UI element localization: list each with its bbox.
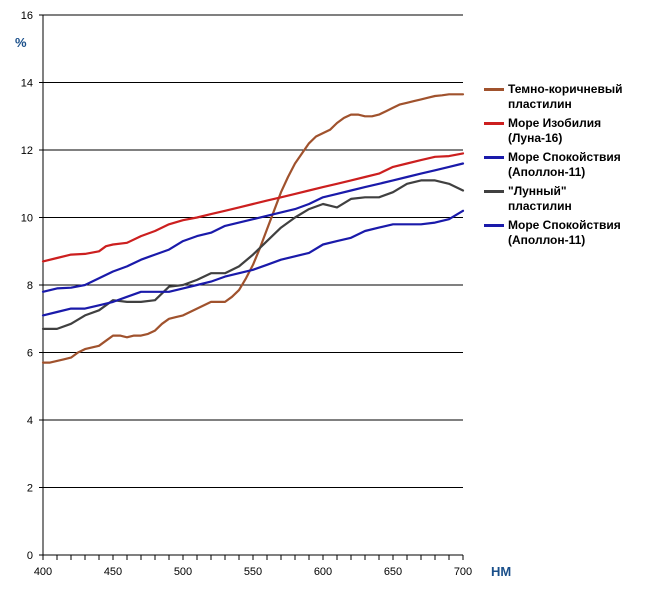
legend-label: Темно-коричневый пластилин bbox=[508, 82, 623, 111]
x-tick-label: 650 bbox=[384, 566, 402, 578]
legend-item: Море Изобилия (Луна-16) bbox=[482, 116, 662, 146]
x-tick-label: 500 bbox=[174, 566, 192, 578]
gridlines bbox=[43, 14, 463, 488]
legend-swatch bbox=[484, 122, 504, 125]
y-tick-label: 2 bbox=[27, 483, 33, 495]
y-axis-label: % bbox=[15, 35, 27, 50]
series-line-3 bbox=[41, 162, 465, 293]
x-axis-label: НМ bbox=[491, 564, 511, 579]
legend-item: "Лунный" пластилин bbox=[482, 184, 662, 214]
legend-item: Море Спокойствия (Аполлон-11) bbox=[482, 150, 662, 180]
legend-label: "Лунный" пластилин bbox=[508, 184, 572, 213]
legend-swatch bbox=[484, 156, 504, 159]
y-tick-label: 10 bbox=[21, 213, 33, 225]
y-tick-label: 8 bbox=[27, 280, 33, 292]
legend-swatch bbox=[484, 224, 504, 227]
series-lines bbox=[41, 93, 465, 364]
y-tick-label: 14 bbox=[21, 78, 33, 90]
y-tick-label: 0 bbox=[27, 550, 33, 562]
legend-label: Море Спокойствия (Аполлон-11) bbox=[508, 150, 621, 179]
legend-item: Море Спокойствия (Аполлон-11) bbox=[482, 218, 662, 248]
x-tick-label: 450 bbox=[104, 566, 122, 578]
y-tick-labels: 0 2 4 6 8 10 12 14 16 bbox=[21, 10, 33, 562]
legend-label: Море Изобилия (Луна-16) bbox=[508, 116, 602, 145]
y-tick-label: 16 bbox=[21, 10, 33, 22]
legend-swatch bbox=[484, 88, 504, 91]
series-line-1 bbox=[41, 93, 465, 364]
x-tick-label: 400 bbox=[34, 566, 52, 578]
legend-item: Темно-коричневый пластилин bbox=[482, 82, 662, 112]
x-tick-label: 550 bbox=[244, 566, 262, 578]
legend-label: Море Спокойствия (Аполлон-11) bbox=[508, 218, 621, 247]
legend: Темно-коричневый пластилин Море Изобилия … bbox=[482, 82, 662, 252]
y-tick-label: 12 bbox=[21, 145, 33, 157]
x-tick-labels: 400 450 500 550 600 650 700 bbox=[34, 566, 472, 578]
x-tick-label: 700 bbox=[454, 566, 472, 578]
legend-swatch bbox=[484, 190, 504, 193]
series-line-2 bbox=[41, 152, 465, 263]
y-tick-label: 6 bbox=[27, 348, 33, 360]
x-tick-label: 600 bbox=[314, 566, 332, 578]
axes bbox=[39, 14, 464, 560]
series-line-4 bbox=[41, 179, 465, 330]
series-line-5 bbox=[41, 209, 465, 317]
y-tick-label: 4 bbox=[27, 415, 33, 427]
